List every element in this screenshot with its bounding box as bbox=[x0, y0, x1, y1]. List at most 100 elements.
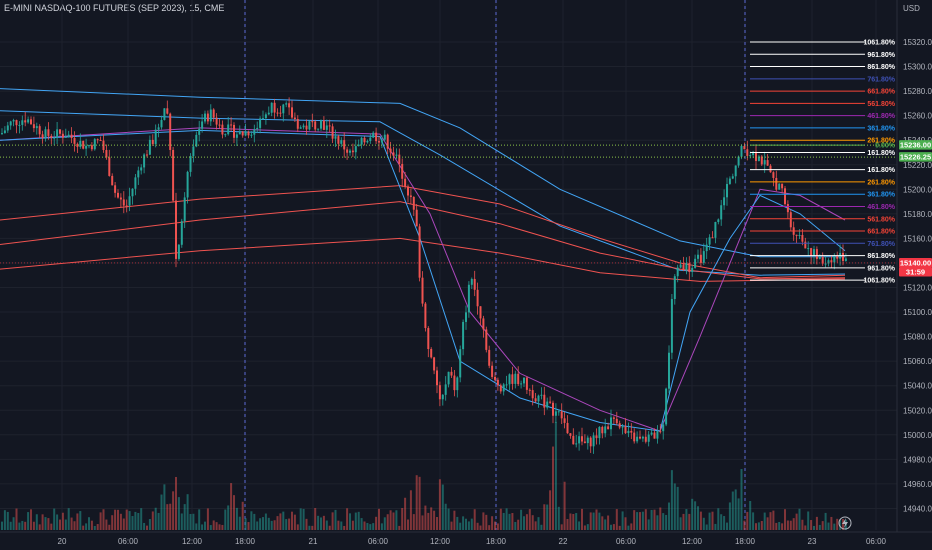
candle-body bbox=[525, 377, 528, 390]
candle-body bbox=[288, 103, 291, 108]
volume-bar bbox=[204, 521, 206, 530]
candle-body bbox=[111, 175, 114, 186]
volume-bar bbox=[743, 520, 746, 530]
candle-body bbox=[357, 144, 360, 147]
volume-bar bbox=[633, 510, 636, 530]
candle-body bbox=[404, 178, 407, 187]
volume-bar bbox=[337, 520, 340, 530]
lightning-icon[interactable] bbox=[838, 516, 852, 530]
candle-body bbox=[38, 126, 41, 135]
time-axis[interactable]: 20 06:00 12:00 18:00 21 06:00 12:00 18:00 22 06:0… bbox=[0, 531, 932, 546]
volume-bar bbox=[491, 516, 494, 530]
volume-bar bbox=[572, 513, 575, 530]
candle-body bbox=[172, 149, 175, 201]
candle-body bbox=[769, 165, 772, 173]
moving-average-line bbox=[0, 127, 846, 432]
fib-level-label: 661.80% bbox=[867, 89, 895, 96]
volume-bar bbox=[137, 513, 140, 530]
candle-body bbox=[250, 134, 253, 136]
volume-bar bbox=[836, 518, 839, 530]
volume-bar bbox=[357, 511, 360, 530]
volume-bar bbox=[308, 525, 311, 530]
candle-body bbox=[270, 102, 273, 113]
price-tick: 15260.00 bbox=[903, 112, 932, 121]
fib-level-label: 1061.80% bbox=[863, 40, 895, 47]
volume-bar bbox=[697, 506, 699, 530]
fib-level-label: 461.80% bbox=[867, 113, 895, 120]
volume-bar bbox=[601, 516, 604, 530]
volume-bar bbox=[546, 504, 549, 530]
volume-bar bbox=[720, 514, 723, 530]
volume-bar bbox=[224, 509, 227, 530]
volume-bar bbox=[61, 512, 64, 530]
volume-bar bbox=[386, 514, 389, 530]
volume-bar bbox=[314, 508, 317, 530]
volume-bar bbox=[317, 515, 320, 530]
volume-bar bbox=[438, 479, 441, 530]
candle-body bbox=[409, 195, 412, 197]
volume-bar bbox=[494, 521, 496, 530]
volume-bar bbox=[647, 519, 650, 530]
volume-bar bbox=[392, 512, 395, 530]
volume-bar bbox=[433, 510, 436, 530]
candle-body bbox=[82, 140, 85, 149]
candle-body bbox=[67, 134, 70, 137]
candle-body bbox=[264, 114, 267, 119]
candle-body bbox=[665, 388, 668, 425]
volume-bar bbox=[734, 489, 737, 530]
volume-bar bbox=[114, 509, 117, 530]
volume-bar bbox=[35, 514, 38, 530]
volume-bar bbox=[407, 519, 409, 530]
candle-body bbox=[334, 136, 337, 139]
fib-level-label: 0.00% bbox=[875, 143, 896, 150]
volume-bar bbox=[82, 525, 85, 530]
volume-bar bbox=[59, 519, 61, 530]
volume-bar bbox=[665, 514, 668, 530]
candle-body bbox=[372, 132, 375, 138]
volume-bar bbox=[702, 517, 705, 530]
candle-body bbox=[320, 120, 322, 129]
candle-body bbox=[581, 436, 583, 442]
candle-body bbox=[276, 112, 279, 114]
price-axis[interactable]: USD 15320.0015300.0015280.0015260.001524… bbox=[896, 0, 932, 532]
volume-bar bbox=[299, 508, 302, 530]
volume-bar bbox=[604, 519, 607, 530]
volume-bar bbox=[815, 516, 818, 530]
price-tick: 15280.00 bbox=[903, 87, 932, 96]
candle-body bbox=[325, 125, 328, 130]
candle-body bbox=[766, 160, 769, 166]
candle-body bbox=[485, 329, 488, 350]
candle-body bbox=[424, 303, 427, 329]
price-tick: 15320.00 bbox=[903, 38, 932, 47]
candle-body bbox=[412, 196, 415, 210]
candle-body bbox=[502, 384, 505, 392]
volume-bar bbox=[195, 523, 198, 530]
volume-bar bbox=[32, 521, 35, 530]
volume-bar bbox=[53, 508, 56, 530]
volume-bar bbox=[592, 512, 595, 530]
candle-body bbox=[328, 125, 331, 127]
volume-bar bbox=[378, 508, 380, 530]
volume-bar bbox=[169, 503, 172, 530]
candle-body bbox=[392, 152, 395, 156]
volume-bar bbox=[830, 516, 833, 530]
candle-body bbox=[369, 137, 372, 141]
volume-bar bbox=[444, 503, 447, 530]
volume-bar bbox=[56, 514, 59, 530]
volume-bar bbox=[146, 525, 148, 530]
candle-body bbox=[685, 262, 688, 270]
candle-body bbox=[247, 131, 250, 136]
candle-body bbox=[641, 436, 644, 439]
price-tag-text: 31:59 bbox=[906, 267, 925, 276]
volume-bar bbox=[766, 517, 769, 530]
volume-bar bbox=[140, 508, 143, 530]
volume-bar bbox=[627, 525, 630, 530]
candle-body bbox=[531, 390, 534, 399]
candle-body bbox=[380, 139, 383, 143]
candle-body bbox=[784, 188, 786, 205]
volume-bar bbox=[383, 517, 386, 530]
candle-body bbox=[537, 395, 540, 402]
volume-bar bbox=[763, 512, 766, 530]
candle-body bbox=[346, 149, 349, 153]
